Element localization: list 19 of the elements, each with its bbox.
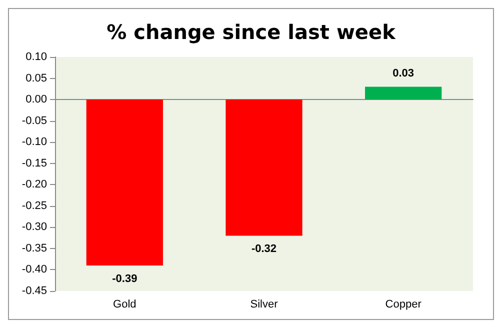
data-label: -0.32 xyxy=(251,243,277,256)
y-tick-label: -0.30 xyxy=(22,221,47,234)
y-tick-label: -0.40 xyxy=(22,264,47,276)
y-tick-label: -0.10 xyxy=(22,136,47,148)
x-tick-label: Silver xyxy=(250,298,278,310)
data-label: -0.39 xyxy=(112,272,138,285)
y-tick-label: 0.00 xyxy=(26,94,47,106)
y-tick-label: 0.05 xyxy=(26,72,47,84)
y-tick-label: 0.10 xyxy=(26,51,47,63)
y-tick-label: -0.15 xyxy=(22,157,47,170)
y-tick-label: -0.05 xyxy=(22,114,47,127)
y-tick-label: -0.25 xyxy=(22,200,47,212)
x-tick-label: Copper xyxy=(385,298,422,310)
y-tick-label: -0.35 xyxy=(22,242,47,254)
y-tick-label: -0.20 xyxy=(22,178,47,191)
x-tick-label: Gold xyxy=(113,298,136,310)
chart-title: % change since last week xyxy=(106,20,396,44)
y-tick-label: -0.45 xyxy=(22,285,47,297)
data-label: 0.03 xyxy=(392,67,414,80)
